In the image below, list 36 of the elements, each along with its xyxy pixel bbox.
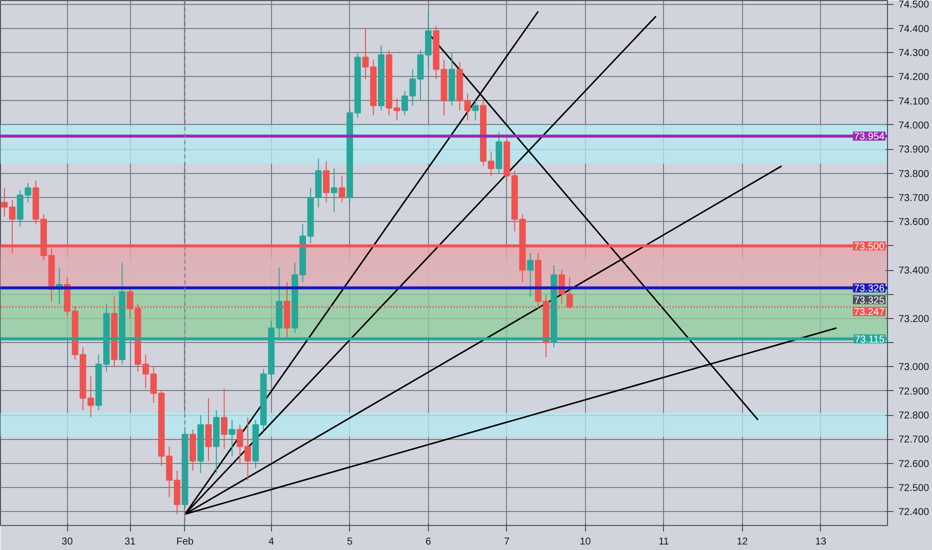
y-tick-label: 72.400 — [898, 507, 930, 518]
x-tick-label: 5 — [347, 536, 354, 548]
y-tick-label: 73.400 — [898, 266, 930, 277]
y-tick-label: 74.000 — [898, 120, 930, 132]
y-tick-label: 74.300 — [898, 48, 930, 59]
y-tick-label: 72.900 — [898, 386, 930, 398]
annotation: 73.325 — [854, 295, 885, 306]
ref-line-label: 73.954 — [854, 132, 885, 143]
x-tick-label: 13 — [815, 536, 827, 548]
y-tick-label: 73.900 — [898, 144, 930, 156]
ref-line-label: 73.247 — [854, 307, 885, 318]
y-tick-label: 73.600 — [898, 217, 930, 228]
x-tick-label: 7 — [504, 536, 510, 548]
ref-line-label: 73.115 — [854, 334, 885, 346]
y-tick-label: 72.600 — [898, 458, 930, 470]
y-tick-label: 72.700 — [898, 434, 930, 446]
ref-line-label: 73.326 — [854, 283, 885, 294]
x-tick-label: 6 — [426, 536, 432, 548]
y-tick-label: 74.200 — [898, 72, 930, 84]
y-tick-label: 74.100 — [898, 96, 930, 108]
ref-line-label: 73.500 — [854, 241, 885, 252]
y-tick-label: 72.500 — [898, 483, 930, 494]
y-tick-label: 73.700 — [898, 192, 930, 204]
x-tick-label: 11 — [658, 536, 670, 548]
x-tick-label: 31 — [124, 536, 136, 548]
x-tick-label: Feb — [176, 536, 194, 548]
y-tick-label: 73.200 — [898, 314, 930, 325]
x-tick-label: 30 — [62, 536, 74, 548]
y-tick-label: 73.000 — [898, 362, 930, 374]
y-tick-label: 73.800 — [898, 168, 930, 180]
y-tick-label: 74.500 — [898, 0, 930, 11]
x-tick-label: 12 — [736, 536, 748, 548]
y-tick-label: 72.800 — [898, 410, 930, 422]
x-tick-label: 10 — [580, 536, 592, 548]
y-tick-label: 74.400 — [898, 24, 930, 35]
x-tick-label: 4 — [268, 536, 275, 548]
